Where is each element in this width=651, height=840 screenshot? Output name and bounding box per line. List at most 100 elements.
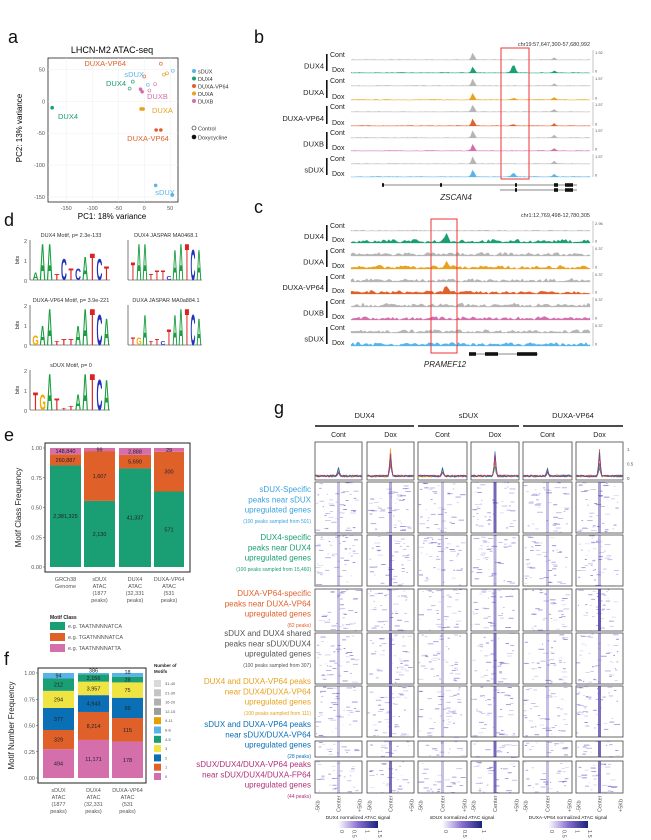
heatmap-cell: [499, 716, 504, 717]
heatmap-cell: [480, 484, 486, 486]
control-signal-track: [350, 130, 591, 139]
heatmap-cell: [598, 665, 600, 666]
track-group-label: sDUX: [304, 335, 324, 344]
heatmap-cell: [478, 721, 484, 723]
heatmap-cell: [508, 714, 514, 716]
heatmap-cell: [581, 713, 584, 715]
heatmap-cell: [531, 668, 534, 670]
heatmap-cell: [322, 678, 327, 680]
heatmap-cell: [442, 520, 446, 522]
heatmap-cell: [344, 548, 348, 550]
heatmap-cell: [391, 589, 396, 591]
heatmap-cell: [429, 487, 436, 489]
heatmap-cell: [490, 622, 493, 624]
heatmap-cell: [427, 698, 432, 700]
heatmap-cell: [509, 703, 514, 704]
heatmap-cell: [442, 508, 446, 510]
heatmap-cell: [491, 592, 497, 594]
heatmap-panel: [522, 685, 573, 738]
heatmap-cell: [547, 683, 551, 684]
heatmap-cell: [491, 593, 494, 595]
heatmap-cell: [439, 638, 444, 640]
heatmap-cell: [532, 787, 534, 789]
heatmap-cell: [605, 744, 608, 746]
heatmap-cell: [437, 781, 442, 783]
heatmap-cell: [460, 714, 463, 716]
heatmap-cell: [329, 513, 331, 514]
heatmap-cell: [538, 609, 543, 611]
heatmap-cell: [391, 693, 394, 695]
dox-signal-track: [350, 316, 591, 321]
heatmap-cell: [597, 526, 600, 527]
heatmap-cell: [603, 595, 607, 596]
bar-segment: [154, 451, 184, 492]
x-category-label: peaks): [91, 598, 108, 604]
heatmap-cell: [457, 699, 462, 700]
heatmap-cell: [607, 686, 613, 688]
heatmap-cell: [439, 678, 442, 680]
x-category-label: DUX4: [128, 577, 143, 583]
heatmap-cell: [535, 742, 538, 744]
track-group-label: DUXA: [303, 258, 324, 267]
heatmap-cell: [551, 545, 556, 547]
heatmap-cell: [390, 496, 393, 498]
heatmap-cell: [540, 660, 546, 662]
heatmap-cell: [380, 626, 383, 628]
heatmap-cell: [399, 666, 404, 668]
heatmap-cell: [496, 779, 499, 781]
heatmap-cell: [390, 773, 394, 774]
heatmap-cell: [376, 670, 379, 671]
heatmap-cell: [583, 695, 585, 696]
colorbar: [442, 821, 482, 828]
heatmap-cell: [501, 729, 504, 731]
heatmap-cell: [564, 724, 568, 725]
heatmap-cell: [377, 554, 383, 556]
heatmap-cell: [371, 627, 377, 629]
heatmap-cell: [608, 763, 612, 765]
legend-label: 9-11: [165, 718, 173, 723]
heatmap-cell: [379, 708, 385, 710]
heatmap-cell: [609, 661, 612, 663]
bar-segment: [50, 454, 81, 466]
heatmap-cell: [501, 677, 505, 679]
heatmap-cell: [590, 789, 593, 791]
heatmap-cell: [605, 741, 611, 743]
bar-value-label: 4,943: [87, 702, 101, 708]
heatmap-cell: [425, 744, 430, 746]
heatmap-cell: [502, 768, 508, 770]
heatmap-cell: [319, 483, 324, 485]
track-label-cont: Cont: [330, 223, 345, 230]
heatmap-cell: [396, 498, 400, 500]
heatmap-cell: [535, 549, 540, 551]
heatmap-cell: [581, 774, 588, 776]
heatmap-cell: [529, 567, 536, 569]
y-tick-label: 0.25: [31, 535, 42, 541]
heatmap-cell: [397, 788, 403, 790]
heatmap-cell: [451, 577, 456, 579]
heatmap-cell: [508, 526, 514, 527]
heatmap-cell: [554, 487, 561, 489]
heatmap-cell: [585, 785, 590, 787]
heatmap-center-signal: [337, 686, 340, 737]
heatmap-cell: [596, 625, 600, 626]
heatmap-cell: [402, 761, 404, 763]
heatmap-cell: [342, 680, 348, 682]
heatmap-cell: [448, 721, 452, 723]
heatmap-cell: [564, 785, 567, 787]
heatmap-cell: [402, 779, 409, 781]
heatmap-cell: [595, 504, 602, 506]
heatmap-cell: [615, 669, 618, 671]
heatmap-cell: [390, 752, 394, 754]
heatmap-cell: [419, 574, 424, 576]
heatmap-cell: [352, 686, 356, 688]
heatmap-cell: [388, 512, 392, 513]
heatmap-cell: [545, 783, 549, 785]
bar-segment: [84, 500, 115, 567]
heatmap-cell: [604, 531, 608, 533]
heatmap-cell: [534, 791, 539, 793]
heatmap-cell: [384, 595, 387, 597]
heatmap-cell: [479, 593, 482, 595]
legend-swatch: [192, 69, 196, 73]
